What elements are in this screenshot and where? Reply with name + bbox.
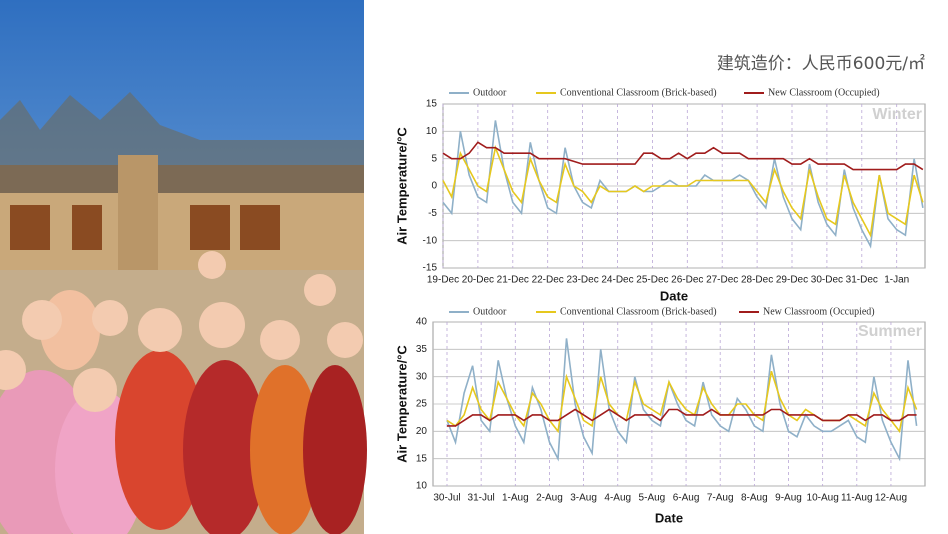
- y-tick-label: -15: [423, 263, 438, 274]
- series-line: [447, 408, 917, 427]
- x-tick-label: 11-Aug: [841, 493, 873, 504]
- x-tick-label: 3-Aug: [570, 493, 597, 504]
- y-tick-label: 0: [431, 181, 437, 192]
- x-tick-label: 29-Dec: [776, 275, 808, 286]
- legend-label: New Classroom (Occupied): [763, 306, 875, 317]
- x-tick-label: 12-Aug: [875, 493, 907, 504]
- x-tick-label: 28-Dec: [741, 275, 773, 286]
- series-line: [442, 141, 924, 171]
- x-tick-label: 26-Dec: [671, 275, 703, 286]
- legend-label: New Classroom (Occupied): [768, 87, 880, 98]
- y-tick-label: -5: [428, 208, 437, 219]
- y-tick-label: 10: [426, 126, 438, 137]
- y-tick-label: 20: [416, 426, 428, 437]
- photo: [0, 0, 367, 534]
- legend-label: Conventional Classroom (Brick-based): [560, 306, 717, 317]
- x-tick-label: 5-Aug: [639, 493, 666, 504]
- y-tick-label: 35: [416, 344, 428, 355]
- legend-label: Outdoor: [473, 306, 507, 317]
- x-tick-label: 22-Dec: [532, 275, 564, 286]
- season-label: Winter: [872, 106, 922, 123]
- y-tick-label: 25: [416, 399, 428, 410]
- y-tick-label: 10: [416, 481, 428, 492]
- y-tick-label: 15: [416, 453, 428, 464]
- x-tick-label: 4-Aug: [604, 493, 631, 504]
- x-tick-label: 7-Aug: [707, 493, 734, 504]
- x-tick-label: 2-Aug: [536, 493, 563, 504]
- y-tick-label: 15: [426, 99, 438, 110]
- season-label: Summer: [858, 323, 922, 340]
- x-tick-label: 1-Aug: [502, 493, 529, 504]
- x-tick-label: 23-Dec: [566, 275, 598, 286]
- y-axis-title: Air Temperature/°C: [394, 345, 409, 463]
- x-tick-label: 1-Jan: [884, 275, 909, 286]
- y-tick-label: 40: [416, 317, 428, 328]
- x-tick-label: 27-Dec: [706, 275, 738, 286]
- x-tick-label: 6-Aug: [673, 493, 700, 504]
- x-tick-label: 10-Aug: [807, 493, 839, 504]
- y-axis-title: Air Temperature/°C: [394, 127, 409, 245]
- legend-label: Outdoor: [473, 87, 507, 98]
- x-tick-label: 19-Dec: [427, 275, 459, 286]
- y-tick-label: 30: [416, 371, 428, 382]
- x-tick-label: 31-Jul: [468, 493, 495, 504]
- x-tick-label: 24-Dec: [601, 275, 633, 286]
- y-tick-label: 5: [431, 153, 437, 164]
- caption: 建筑造价：人民币600元/㎡: [717, 54, 925, 74]
- x-axis-title: Date: [660, 288, 688, 303]
- legend-label: Conventional Classroom (Brick-based): [560, 87, 717, 98]
- x-tick-label: 20-Dec: [462, 275, 494, 286]
- chart: -15 -10 -5 0 5 10 15 19-Dec 20-Dec 21-Dec 22-Dec 23…: [394, 87, 926, 303]
- x-tick-label: 9-Aug: [775, 493, 802, 504]
- x-tick-label: 21-Dec: [497, 275, 529, 286]
- y-tick-label: -10: [423, 235, 438, 246]
- x-tick-label: 8-Aug: [741, 493, 768, 504]
- chart: 10 15 20 25 30 35 40 30-Jul 31-Jul 1-Aug 2-Aug 3-Au…: [394, 306, 926, 525]
- x-tick-label: 30-Dec: [811, 275, 843, 286]
- x-tick-label: 25-Dec: [636, 275, 668, 286]
- series-line: [442, 144, 924, 238]
- x-tick-label: 30-Jul: [433, 493, 460, 504]
- x-tick-label: 31-Dec: [846, 275, 878, 286]
- x-axis-title: Date: [655, 510, 683, 525]
